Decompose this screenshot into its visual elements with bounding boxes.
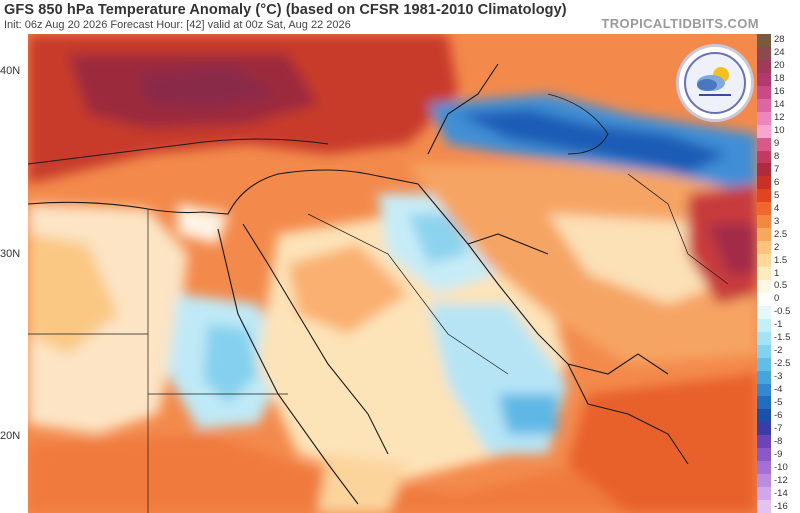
color-scale-label: 2.5 [774,228,788,240]
color-scale-label: -1.5 [774,332,791,344]
color-scale-label: 1.5 [774,254,788,266]
color-scale-label: 12 [774,112,785,124]
color-swatch [757,305,771,320]
color-scale-label: 6 [774,176,780,188]
color-swatch [757,98,771,113]
color-scale-label: 8 [774,150,780,162]
lat-label-40n: 40N [0,65,21,77]
map-title: GFS 850 hPa Temperature Anomaly (°C) (ba… [4,2,567,18]
lat-label-20n: 20N [0,430,21,442]
brand-label: TROPICALTIDBITS.COM [601,16,759,31]
color-swatch [757,370,771,385]
color-scale-label: 10 [774,125,785,137]
color-scale-legend: 28 24 20 18 16 14 12 10 9 8 7 6 5 4 3 2.5 2 1.5 1 0.5 0 -0.5-… [757,34,800,513]
color-scale-label: 14 [774,99,785,111]
color-swatch [757,46,771,61]
color-scale-label: -2 [774,345,783,357]
color-swatch [757,215,771,229]
lat-label-30n: 30N [0,248,21,260]
coastlines [28,63,729,513]
color-swatch [757,59,771,74]
color-swatch [757,409,771,423]
color-scale-label: -16 [774,500,788,512]
color-swatch [757,137,771,151]
color-swatch [757,150,771,164]
color-swatch [757,383,771,397]
color-scale-label: -0.5 [774,306,791,318]
color-scale-label: -6 [774,409,783,421]
color-swatch [757,189,771,203]
color-swatch [757,267,771,281]
color-swatch [757,228,771,242]
color-scale-label: 3 [774,215,780,227]
tropical-tidbits-logo-icon [676,44,754,122]
color-swatch [757,448,771,462]
color-swatch [757,292,771,307]
map-subtitle: Init: 06z Aug 20 2026 Forecast Hour: [42… [4,19,351,31]
color-swatch [757,487,771,501]
color-scale-label: 16 [774,86,785,98]
color-scale-label: -8 [774,435,783,447]
color-scale-label: 24 [774,47,785,59]
color-swatch [757,357,771,372]
color-scale-label: 0.5 [774,280,788,292]
color-swatch [757,500,771,513]
color-swatch [757,435,771,449]
header: GFS 850 hPa Temperature Anomaly (°C) (ba… [0,0,800,34]
color-swatch [757,331,771,346]
color-swatch [757,318,771,333]
color-scale-label: -4 [774,384,783,395]
color-scale-label: -7 [774,422,783,434]
color-swatch [757,85,771,100]
color-swatch [757,72,771,87]
color-swatch [757,422,771,436]
color-scale-label: 2 [774,241,780,253]
color-scale-label: -3 [774,371,783,383]
color-scale-label: 5 [774,189,780,201]
color-scale-label: -14 [774,487,788,499]
color-scale-label: -2.5 [774,358,791,370]
color-scale-label: 20 [774,60,785,72]
color-scale-label: 9 [774,138,780,150]
color-swatch [757,254,771,268]
color-swatch [757,396,771,410]
color-swatch [757,176,771,190]
color-scale-label: 1 [774,267,780,279]
color-swatch [757,279,771,294]
color-swatch [757,461,771,475]
color-swatch [757,111,771,126]
anomaly-field [28,34,757,513]
color-swatch [757,344,771,359]
color-scale-label: -1 [774,319,783,331]
color-scale-label: -9 [774,448,783,460]
anomaly-map[interactable] [28,34,757,513]
color-swatch [757,241,771,255]
color-swatch [757,34,771,48]
color-swatch [757,124,771,139]
color-scale-label: 18 [774,73,785,85]
color-swatch [757,163,771,177]
color-scale-label: 0 [774,293,780,305]
color-scale-label: -5 [774,396,783,408]
color-scale-label: -12 [774,474,788,486]
color-scale-label: 4 [774,202,780,214]
color-swatch [757,474,771,488]
color-scale-label: 7 [774,163,780,175]
color-swatch [757,202,771,216]
color-scale-label: -10 [774,461,788,473]
color-scale-label: 28 [774,34,785,46]
